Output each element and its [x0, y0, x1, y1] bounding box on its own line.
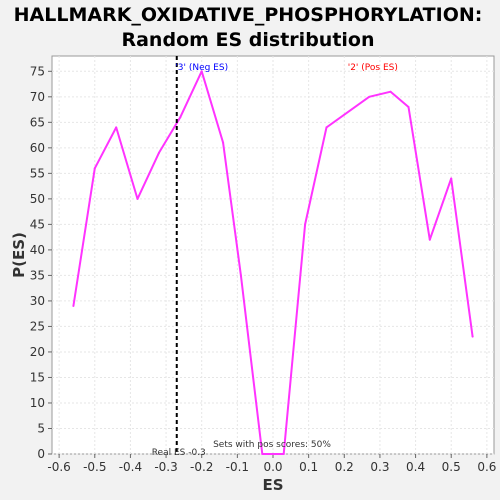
y-tick-label: 40 [30, 243, 45, 257]
y-tick-label: 35 [30, 268, 45, 282]
y-tick-label: 65 [30, 115, 45, 129]
y-tick-label: 50 [30, 192, 45, 206]
series-point [200, 70, 203, 73]
x-tick-label: -0.3 [154, 460, 177, 474]
y-axis-label: P(ES) [10, 232, 28, 278]
pos-es-label: '2' (Pos ES) [348, 63, 398, 73]
y-tick-label: 70 [30, 90, 45, 104]
neg-es-label: '3' (Neg ES) [175, 63, 228, 73]
series-point [115, 126, 118, 129]
series-point [222, 141, 225, 144]
y-tick-label: 45 [30, 217, 45, 231]
y-tick-label: 30 [30, 294, 45, 308]
series-layer [72, 70, 474, 455]
x-tick-label: -0.1 [226, 460, 249, 474]
grid-lines [52, 56, 494, 455]
chart-title: HALLMARK_OXIDATIVE_PHOSPHORYLATION: [14, 4, 483, 26]
series-point [282, 453, 285, 455]
y-tick-label: 60 [30, 141, 45, 155]
series-point [157, 151, 160, 154]
y-tick-label: 0 [37, 447, 45, 461]
series-point [72, 305, 75, 308]
chart-subtitle: Random ES distribution [121, 29, 374, 51]
series-point [407, 106, 410, 109]
series-point [261, 453, 264, 455]
series-point [304, 223, 307, 226]
x-tick-label: -0.5 [83, 460, 106, 474]
y-tick-label: 25 [30, 319, 45, 333]
y-tick-label: 75 [30, 64, 45, 78]
x-tick-label: 0.2 [335, 460, 354, 474]
x-tick-label: -0.6 [47, 460, 70, 474]
x-tick-label: 0.0 [263, 460, 282, 474]
series-point [428, 238, 431, 241]
series-point [93, 167, 96, 170]
series-point [389, 90, 392, 93]
x-tick-label: 0.1 [299, 460, 318, 474]
x-axis-label: ES [262, 476, 283, 494]
series-point [368, 95, 371, 98]
y-tick-label: 20 [30, 345, 45, 359]
axis-ticks: 0 5 10 15 20 25 30 35 40 45 50 55 60 65 70 75 -0.6 -0.5 -0… [30, 64, 497, 474]
y-tick-label: 55 [30, 166, 45, 180]
y-tick-label: 5 [37, 421, 45, 435]
y-tick-label: 15 [30, 370, 45, 384]
series-point [325, 126, 328, 129]
x-tick-label: -0.4 [119, 460, 142, 474]
series-point [450, 177, 453, 180]
x-tick-label: 0.6 [477, 460, 496, 474]
series-point [179, 116, 182, 119]
x-tick-label: 0.3 [370, 460, 389, 474]
x-tick-label: 0.4 [406, 460, 425, 474]
series-point [471, 335, 474, 338]
x-tick-label: -0.2 [190, 460, 213, 474]
x-tick-label: 0.5 [442, 460, 461, 474]
y-tick-label: 10 [30, 396, 45, 410]
pos-scores-label: Sets with pos scores: 50% [213, 440, 331, 450]
plot-area [51, 55, 495, 455]
series-point [239, 274, 242, 277]
real-es-label: Real ES -0.3 [152, 448, 206, 458]
series-point [136, 197, 139, 200]
